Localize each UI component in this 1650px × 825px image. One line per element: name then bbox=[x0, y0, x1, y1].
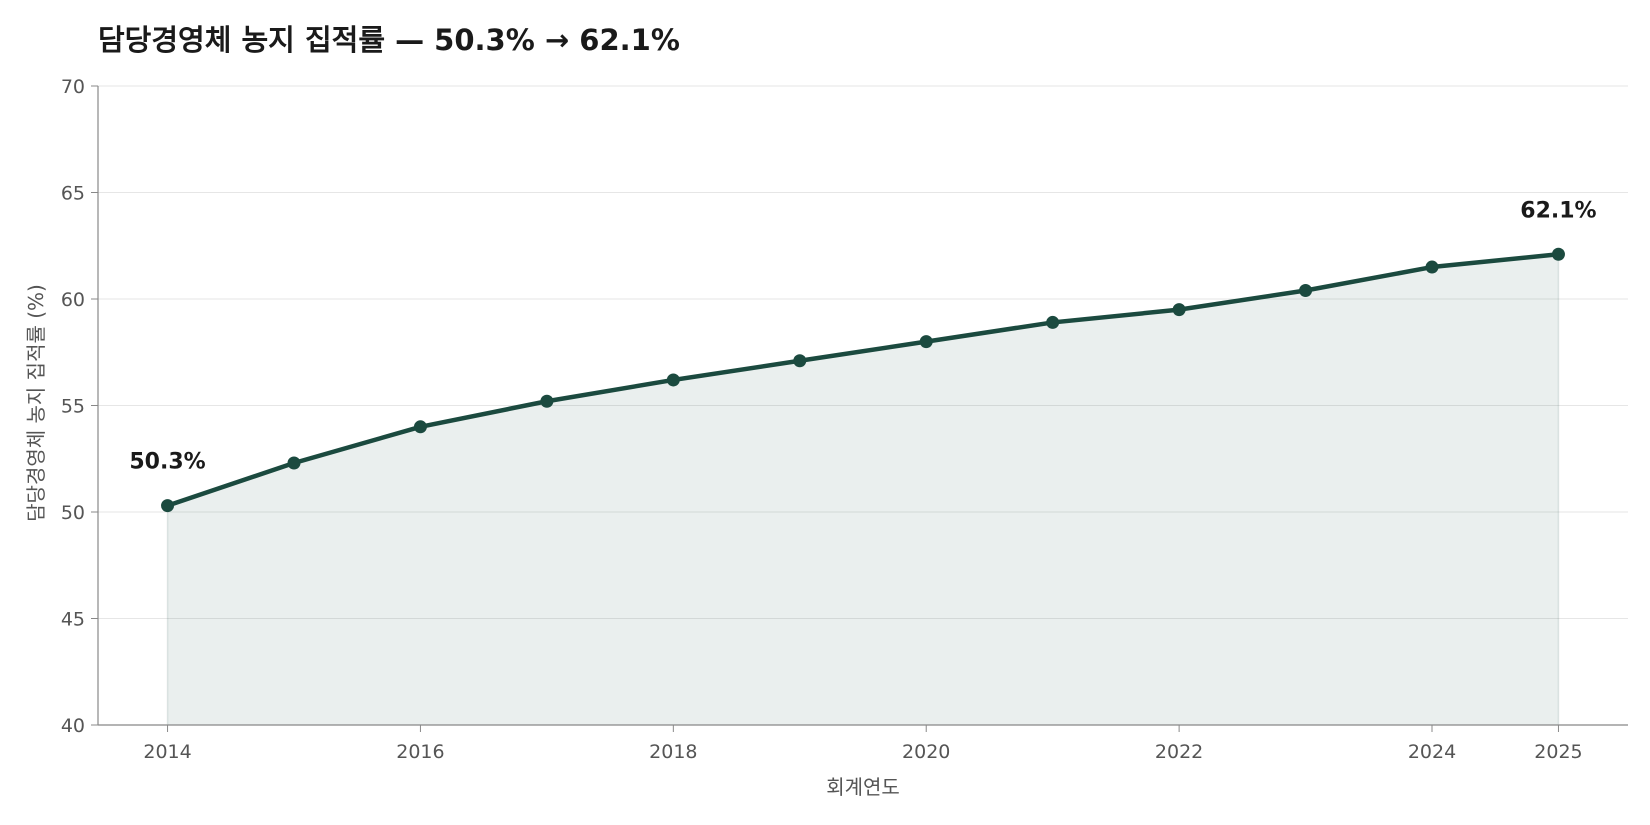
chart-title: 담당경영체 농지 집적률 — 50.3% → 62.1% bbox=[98, 23, 680, 57]
y-tick-label: 55 bbox=[61, 396, 85, 418]
x-axis-label: 회계연도 bbox=[826, 775, 900, 799]
y-tick-label: 45 bbox=[61, 609, 85, 631]
x-tick-label: 2022 bbox=[1155, 741, 1203, 763]
data-point bbox=[540, 394, 554, 408]
data-point bbox=[666, 373, 680, 387]
data-point bbox=[1046, 315, 1060, 329]
y-tick-label: 70 bbox=[61, 76, 85, 98]
x-tick-label: 2025 bbox=[1534, 741, 1582, 763]
area-fill bbox=[167, 254, 1559, 725]
data-point bbox=[1172, 303, 1186, 317]
data-point bbox=[161, 499, 175, 513]
data-point bbox=[1425, 260, 1439, 274]
data-labels: 50.3% 62.1% bbox=[129, 198, 1596, 474]
data-point bbox=[793, 354, 807, 368]
axes: 40 45 50 55 60 65 70 2014 2016 2018 2020 2022 2024 20… bbox=[61, 76, 1628, 763]
data-point bbox=[1551, 247, 1565, 261]
y-tick-label: 40 bbox=[61, 715, 85, 737]
data-points bbox=[161, 247, 1565, 513]
x-tick-label: 2024 bbox=[1408, 741, 1456, 763]
y-tick-label: 50 bbox=[61, 502, 85, 524]
data-point bbox=[919, 335, 933, 349]
gridlines bbox=[98, 85, 1628, 619]
x-tick-label: 2020 bbox=[902, 741, 950, 763]
series-line-layer bbox=[165, 252, 1561, 508]
y-tick-label: 60 bbox=[61, 289, 85, 311]
data-label: 62.1% bbox=[1520, 198, 1596, 223]
data-point bbox=[413, 420, 427, 434]
area-fill-layer bbox=[166, 254, 1560, 725]
data-point bbox=[287, 456, 301, 470]
x-tick-label: 2018 bbox=[649, 741, 697, 763]
y-axis-label: 담당경영체 농지 집적률 (%) bbox=[24, 284, 48, 522]
series-line bbox=[165, 252, 1561, 508]
data-point bbox=[1299, 283, 1313, 297]
data-label: 50.3% bbox=[129, 450, 205, 475]
x-tick-label: 2014 bbox=[143, 741, 191, 763]
y-tick-label: 65 bbox=[61, 183, 85, 205]
x-tick-label: 2016 bbox=[396, 741, 444, 763]
